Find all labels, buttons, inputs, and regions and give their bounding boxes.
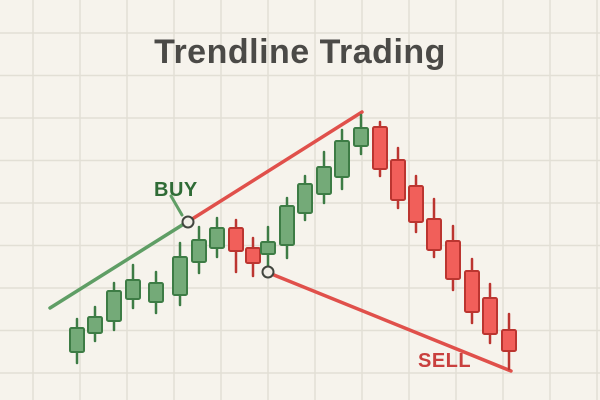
candle-body-up [106,290,122,322]
buy-point-marker [181,215,195,229]
candle-body-up [260,241,276,255]
uptrend-support-line [48,220,189,310]
candle-body-down [501,329,517,352]
candle-body-down [408,185,424,223]
candle-body-down [426,218,442,251]
candle-body-down [464,270,480,313]
candle-body-down [245,247,261,264]
buy-pointer-line [169,194,184,217]
candle-body-down [390,159,406,201]
candle-body-up [209,227,225,249]
candle-body-down [482,297,498,335]
candle-body-down [372,126,388,170]
uptrend-extension-line [187,110,364,223]
candle-body-down [228,227,244,252]
candle-body-up [125,279,141,300]
page-title: Trendline Trading [154,33,446,71]
candle-body-up [87,316,103,334]
candle-body-up [297,183,313,214]
buy-label: BUY [154,179,198,201]
sell-label: SELL [418,350,472,372]
candle-body-up [69,327,85,353]
candle-body-up [172,256,188,296]
candle-body-down [445,240,461,280]
downtrend-resistance-line [267,271,513,373]
candle-body-up [353,127,369,147]
sell-point-marker [261,265,275,279]
candle-body-up [148,282,164,303]
candle-body-up [316,166,332,195]
candle-body-up [191,239,207,263]
candle-body-up [279,205,295,246]
candle-body-up [334,140,350,178]
